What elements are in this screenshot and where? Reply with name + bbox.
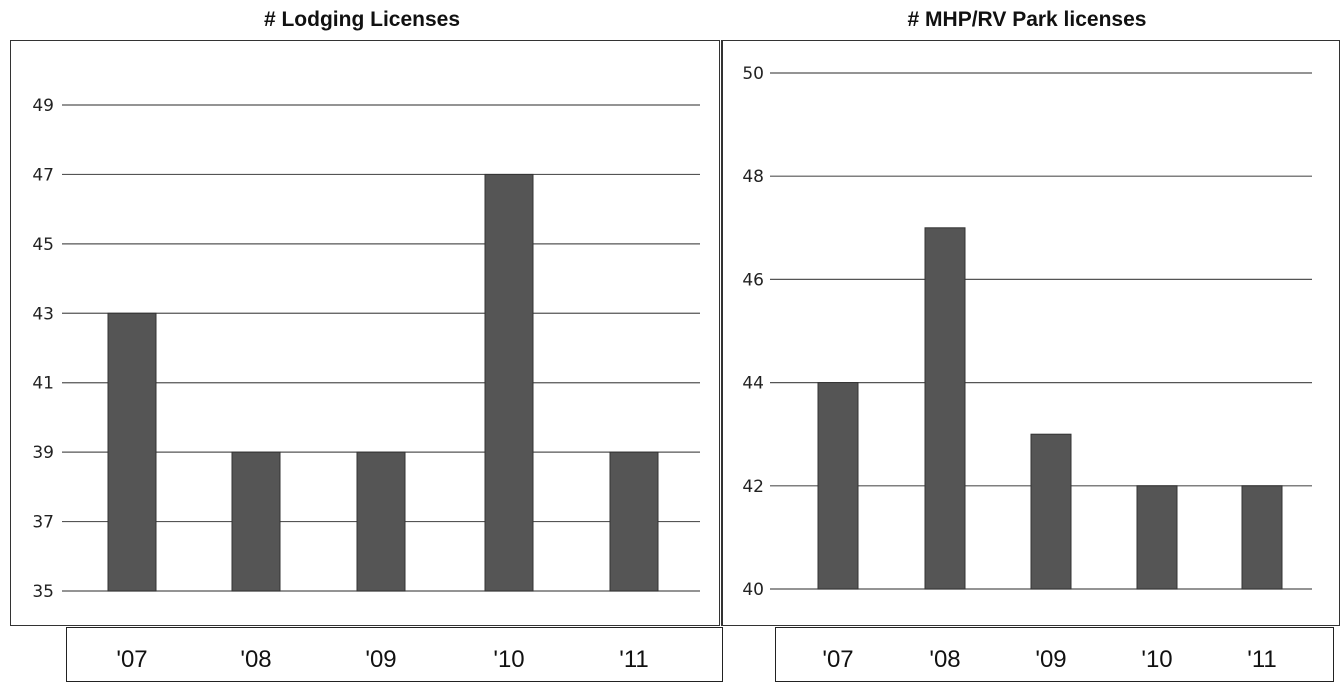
mhp-bar — [924, 227, 966, 590]
mhp-y-tick-label: 50 — [742, 64, 764, 84]
mhp-x-tick-label: '11 — [1247, 646, 1277, 673]
lodging-x-tick-label: '09 — [365, 646, 396, 673]
lodging-x-tick-label: '07 — [116, 646, 147, 673]
mhp-x-tick-label: '10 — [1141, 646, 1172, 673]
mhp-y-tick-label: 44 — [742, 374, 764, 394]
lodging-x-tick-label: '08 — [240, 646, 271, 673]
mhp-y-tick-label: 48 — [742, 167, 764, 187]
lodging-bar — [107, 312, 157, 592]
mhp-y-tick-label: 40 — [742, 580, 764, 600]
lodging-x-tick-label: '11 — [619, 646, 649, 673]
lodging-bar — [356, 451, 406, 592]
lodging-y-tick-label: 49 — [32, 96, 54, 116]
mhp-x-tick-label: '08 — [929, 646, 960, 673]
lodging-y-tick-label: 35 — [32, 582, 54, 602]
lodging-chart-title: # Lodging Licenses — [263, 8, 461, 31]
mhp-x-tick-label: '09 — [1035, 646, 1066, 673]
lodging-y-tick-label: 47 — [32, 165, 54, 185]
lodging-bar — [609, 451, 659, 592]
mhp-y-tick-label: 46 — [742, 270, 764, 290]
mhp-y-tick-label: 42 — [742, 477, 764, 497]
mhp-chart-title: # MHP/RV Park licenses — [907, 8, 1147, 31]
lodging-x-tick-label: '10 — [493, 646, 524, 673]
mhp-bar — [817, 382, 859, 590]
mhp-bar — [1136, 485, 1178, 590]
lodging-y-tick-label: 41 — [32, 374, 54, 394]
lodging-y-tick-label: 37 — [32, 513, 54, 533]
lodging-bar — [231, 451, 281, 592]
lodging-x-axis-box — [66, 627, 723, 682]
lodging-y-tick-label: 39 — [32, 443, 54, 463]
lodging-y-tick-label: 43 — [32, 304, 54, 324]
mhp-bar — [1030, 433, 1072, 590]
mhp-x-tick-label: '07 — [822, 646, 853, 673]
lodging-y-tick-label: 45 — [32, 235, 54, 255]
lodging-bar — [484, 173, 534, 592]
mhp-bar — [1241, 485, 1283, 590]
